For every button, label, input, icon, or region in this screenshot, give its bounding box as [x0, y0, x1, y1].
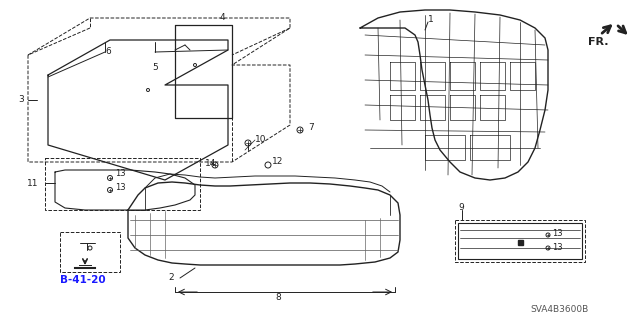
Text: 9: 9 — [458, 203, 464, 211]
Text: 14: 14 — [205, 159, 216, 167]
Text: 4: 4 — [220, 12, 226, 21]
Text: B-41-20: B-41-20 — [60, 275, 106, 285]
Text: 6: 6 — [105, 48, 111, 56]
Text: 7: 7 — [308, 123, 314, 132]
Bar — [45, 158, 200, 210]
Text: 8: 8 — [275, 293, 281, 302]
Text: 10: 10 — [255, 136, 266, 145]
Text: 13: 13 — [552, 228, 563, 238]
Text: 13: 13 — [552, 242, 563, 251]
Text: 3: 3 — [18, 95, 24, 105]
Text: 13: 13 — [115, 183, 125, 192]
Text: 1: 1 — [428, 16, 434, 25]
Bar — [518, 240, 522, 244]
Bar — [455, 220, 585, 262]
Text: SVA4B3600B: SVA4B3600B — [530, 306, 588, 315]
Bar — [60, 232, 120, 272]
Text: 2: 2 — [168, 273, 173, 283]
Text: FR.: FR. — [588, 37, 609, 47]
Text: 5: 5 — [152, 63, 157, 72]
Text: 11: 11 — [27, 179, 38, 188]
Text: 13: 13 — [115, 169, 125, 179]
Text: 12: 12 — [272, 158, 284, 167]
Bar — [458, 223, 582, 259]
